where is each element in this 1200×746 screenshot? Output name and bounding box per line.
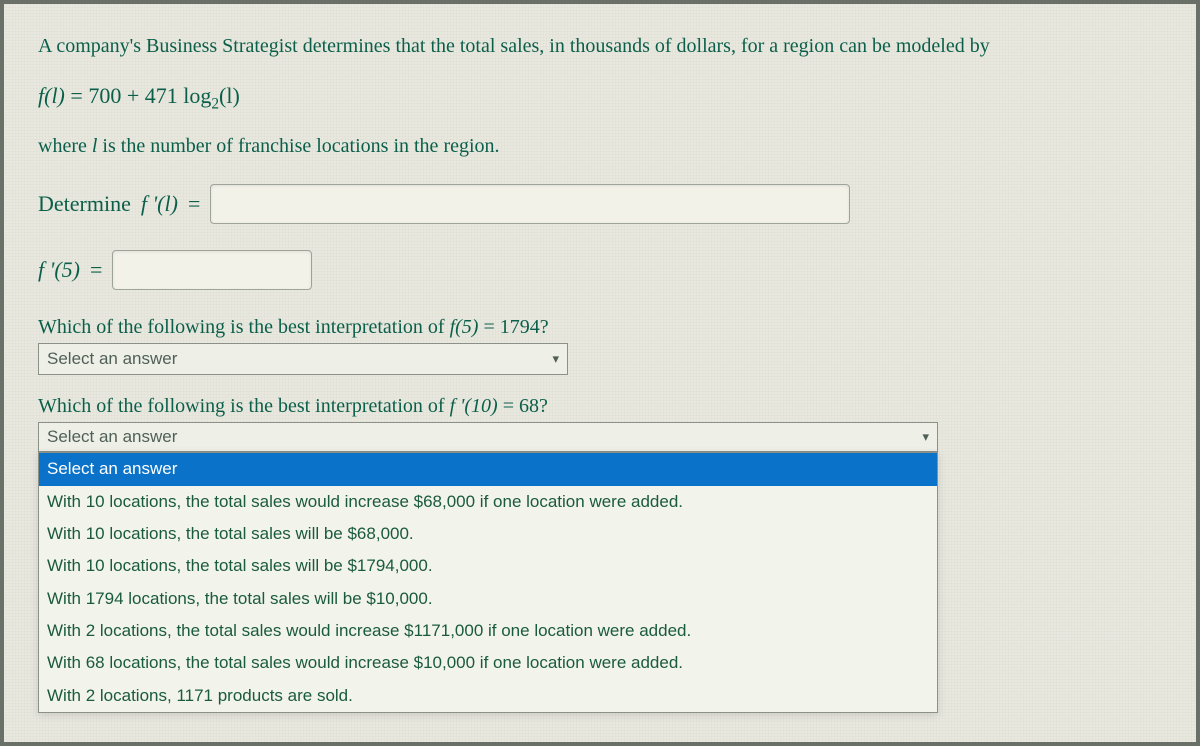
q2-select-label: Select an answer	[47, 427, 177, 447]
dropdown-option[interactable]: With 10 locations, the total sales will …	[39, 518, 937, 550]
fprime-l-input[interactable]	[210, 184, 850, 224]
where-suffix: is the number of franchise locations in …	[97, 135, 499, 157]
question-2-text: Which of the following is the best inter…	[38, 395, 1162, 418]
q1-prefix: Which of the following is the best inter…	[38, 316, 450, 338]
dropdown-option[interactable]: With 10 locations, the total sales will …	[39, 550, 937, 582]
where-line: where l is the number of franchise locat…	[38, 135, 1162, 158]
fprime5-line: f '(5) =	[38, 250, 1162, 290]
dropdown-option[interactable]: With 2 locations, the total sales would …	[39, 615, 937, 647]
formula-rhs-prefix: 700 + 471 log	[88, 83, 211, 108]
dropdown-option[interactable]: With 1794 locations, the total sales wil…	[39, 583, 937, 615]
q1-eqval: = 1794?	[478, 316, 548, 338]
fprime5-eq: =	[90, 257, 102, 283]
formula-eq: =	[70, 83, 82, 108]
q1-expr: f(5)	[450, 316, 479, 338]
formula-lhs: f(l)	[38, 83, 65, 108]
dropdown-option[interactable]: With 68 locations, the total sales would…	[39, 647, 937, 679]
determine-prefix: Determine	[38, 191, 131, 217]
determine-line: Determine f '(l) =	[38, 184, 1162, 224]
formula: f(l) = 700 + 471 log2(l)	[38, 83, 1162, 113]
chevron-down-icon: ▾	[552, 351, 559, 367]
q1-select-label: Select an answer	[47, 349, 177, 369]
question-2-dropdown-panel: Select an answerWith 10 locations, the t…	[38, 452, 938, 713]
fprime-5-input[interactable]	[112, 250, 312, 290]
q2-expr: f '(10)	[450, 395, 498, 417]
formula-rhs: 700 + 471 log2(l)	[88, 83, 240, 108]
question-1-text: Which of the following is the best inter…	[38, 316, 1162, 339]
q2-eqval: = 68?	[498, 395, 548, 417]
where-prefix: where	[38, 135, 92, 157]
formula-rhs-sub: 2	[211, 95, 219, 112]
q2-prefix: Which of the following is the best inter…	[38, 395, 450, 417]
question-2-select[interactable]: Select an answer ▾	[38, 422, 938, 452]
determine-eq: =	[188, 191, 200, 217]
dropdown-option[interactable]: Select an answer	[39, 453, 937, 485]
dropdown-option[interactable]: With 10 locations, the total sales would…	[39, 486, 937, 518]
formula-rhs-arg: (l)	[219, 83, 240, 108]
dropdown-option[interactable]: With 2 locations, 1171 products are sold…	[39, 680, 937, 712]
problem-intro: A company's Business Strategist determin…	[38, 32, 1158, 61]
determine-expr: f '(l)	[141, 191, 178, 217]
question-1-select[interactable]: Select an answer ▾	[38, 343, 568, 375]
fprime5-expr: f '(5)	[38, 257, 80, 283]
chevron-down-icon: ▾	[922, 429, 929, 445]
